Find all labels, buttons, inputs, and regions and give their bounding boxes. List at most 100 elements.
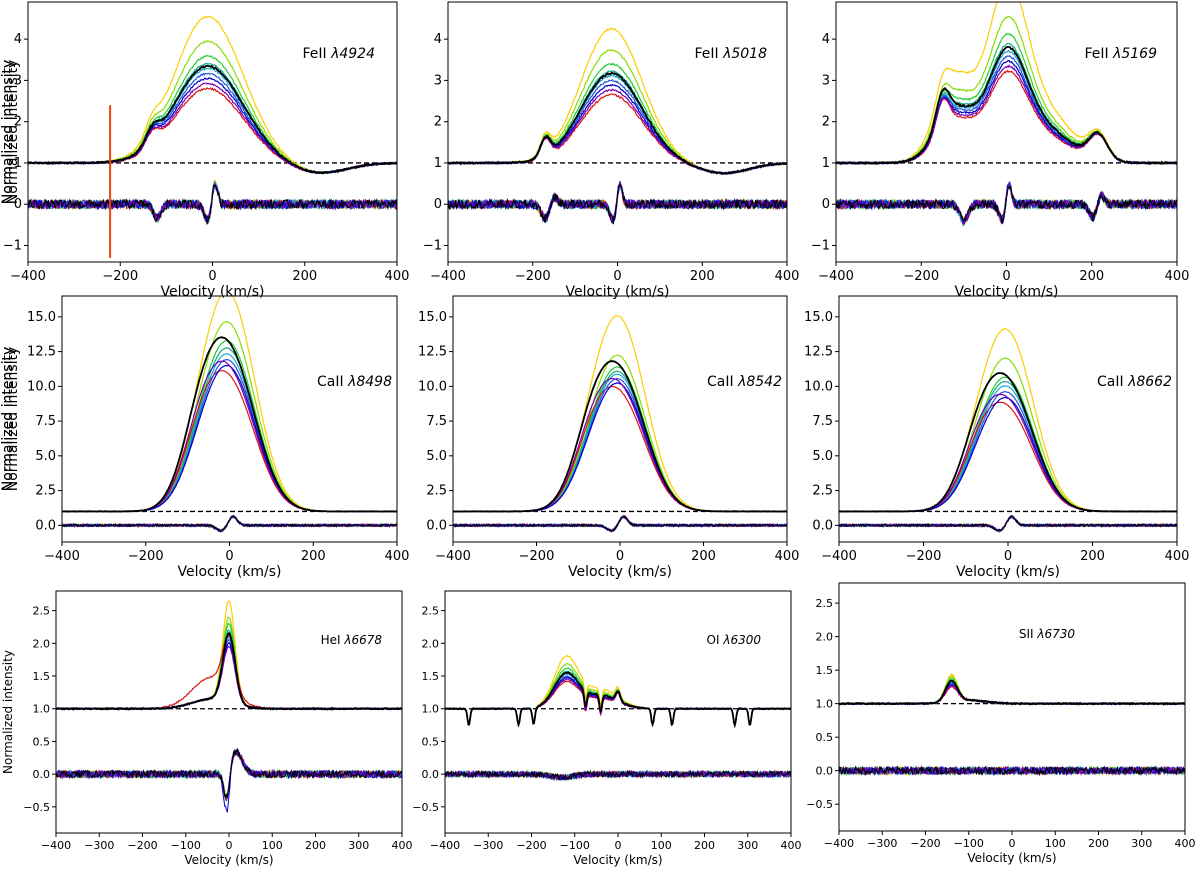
x-axis-label: Velocity (km/s) xyxy=(967,851,1056,865)
series-line-8 xyxy=(836,64,1177,165)
residual-line-3 xyxy=(839,514,1177,533)
x-tick-label: 400 xyxy=(385,269,410,284)
x-tick-label: −200 xyxy=(906,549,942,564)
series-line-4 xyxy=(453,370,787,513)
x-tick-label: −300 xyxy=(867,837,897,850)
x-tick-label: −400 xyxy=(821,549,857,564)
plot-area xyxy=(445,654,791,782)
series-line-10 xyxy=(453,360,787,513)
axes-frame xyxy=(838,295,1178,543)
x-tick-label: −200 xyxy=(516,839,546,852)
y-tick-label: 2.5 xyxy=(812,484,833,499)
series-line-9 xyxy=(62,369,397,513)
x-axis-label: Velocity (km/s) xyxy=(573,853,662,867)
series-line-8 xyxy=(28,82,397,175)
line-label-ion: HeI xyxy=(321,633,345,647)
y-tick-label: 2 xyxy=(14,115,22,130)
x-tick-label: −400 xyxy=(435,549,471,564)
line-label-wavelength: λ6730 xyxy=(1036,627,1075,641)
line-label-ion: CaII xyxy=(707,374,738,390)
x-tick-label: 400 xyxy=(775,269,800,284)
y-tick-label: 2.5 xyxy=(35,484,56,499)
y-tick-label: 10.0 xyxy=(418,379,447,394)
y-tick-label: 5.0 xyxy=(812,449,833,464)
series-line-3 xyxy=(28,54,397,175)
x-tick-label: 400 xyxy=(1175,837,1196,850)
line-label: HeI λ6678 xyxy=(321,633,383,647)
x-tick-label: 100 xyxy=(651,839,672,852)
x-tick-label: 0 xyxy=(1002,269,1010,284)
y-tick-label: 1.5 xyxy=(33,670,51,683)
residual-line-10 xyxy=(839,765,1185,777)
y-tick-label: 2 xyxy=(434,115,442,130)
y-tick-label: −1 xyxy=(811,238,830,253)
line-label: OI λ6300 xyxy=(707,633,762,647)
x-axis-label: Velocity (km/s) xyxy=(956,564,1060,580)
plot-area xyxy=(62,296,397,533)
series-line-8 xyxy=(453,377,787,513)
series-line-6 xyxy=(56,638,402,711)
y-tick-label: 5.0 xyxy=(35,449,56,464)
y-tick-label: 2.5 xyxy=(422,605,440,618)
x-axis-label: Velocity (km/s) xyxy=(954,284,1058,300)
series-line-2 xyxy=(836,15,1177,165)
y-tick-label: 1.5 xyxy=(422,670,440,683)
y-axis-label: Normalized intensity xyxy=(0,347,16,492)
axes-frame xyxy=(444,590,792,834)
x-tick-label: 200 xyxy=(690,269,715,284)
series-line-6 xyxy=(445,675,791,726)
line-label-wavelength: λ5018 xyxy=(722,46,767,62)
y-tick-label: 0.0 xyxy=(816,765,834,778)
line-label: FeII λ4924 xyxy=(302,46,375,62)
residual-line-10 xyxy=(453,515,787,532)
x-tick-label: 0 xyxy=(225,549,233,564)
x-tick-label: 200 xyxy=(292,269,317,284)
y-tick-label: 5.0 xyxy=(426,449,447,464)
x-tick-label: 300 xyxy=(348,839,369,852)
x-tick-label: 200 xyxy=(691,549,716,564)
series-line-6 xyxy=(448,79,787,175)
panel-4: −400 −200 0 200 400 0.0 2.5 5.0 7.5 10.0 12.5 15.0 V… xyxy=(5,295,409,580)
x-tick-label: 300 xyxy=(1131,837,1152,850)
series-line-3 xyxy=(839,678,1185,706)
axes-frame xyxy=(452,295,788,543)
y-tick-label: 3 xyxy=(434,73,442,88)
plot-area xyxy=(839,328,1177,534)
series-line-4 xyxy=(445,670,791,726)
line-label-ion: FeII xyxy=(302,46,331,62)
y-axis-label: Normalized intensity xyxy=(0,347,16,492)
residual-line-10 xyxy=(836,185,1177,225)
y-axis-label: Normalized intensity xyxy=(0,60,16,205)
x-tick-label: −200 xyxy=(128,549,164,564)
panel-6: −400 −200 0 200 400 0.0 2.5 5.0 7.5 10.0 12.5 15.0 V… xyxy=(0,295,1189,580)
y-tick-label: 1 xyxy=(822,156,830,171)
residual-line-10 xyxy=(28,184,397,226)
panel-8: −400 −300 −200 −100 0 100 200 300 400 −0.5 0.0 0.5 1… xyxy=(412,590,802,867)
series-line-3 xyxy=(448,62,787,175)
y-tick-label: 12.5 xyxy=(418,345,447,360)
series-line-9 xyxy=(836,69,1177,165)
y-tick-label: 0.0 xyxy=(35,518,56,533)
series-line-1 xyxy=(453,315,787,513)
line-label-ion: FeII xyxy=(694,46,723,62)
y-tick-label: 1.0 xyxy=(816,698,834,711)
residual-line-8 xyxy=(839,515,1177,533)
line-label-wavelength: λ4924 xyxy=(330,46,375,62)
x-tick-label: 200 xyxy=(1080,549,1105,564)
series-line-4 xyxy=(839,678,1185,706)
axes-frame xyxy=(447,1,788,263)
series-line-4 xyxy=(839,380,1177,513)
plot-area xyxy=(56,600,402,813)
x-axis-label: Velocity (km/s) xyxy=(184,853,273,867)
residual-line-1 xyxy=(453,514,787,533)
y-tick-label: 1 xyxy=(14,156,22,171)
y-tick-label: 3 xyxy=(822,73,830,88)
y-tick-label: 1.5 xyxy=(816,664,834,677)
y-tick-label: 1 xyxy=(434,156,442,171)
series-line-1 xyxy=(28,15,397,174)
x-tick-label: 200 xyxy=(301,549,326,564)
y-tick-label: 15.0 xyxy=(418,310,447,325)
